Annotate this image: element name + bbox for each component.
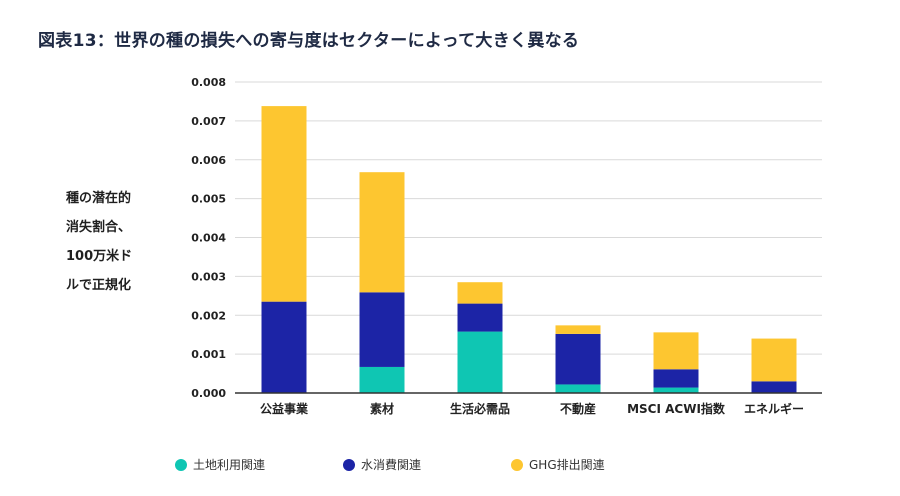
x-tick-label: 素材 [370, 401, 394, 416]
y-tick-label: 0.002 [191, 309, 226, 322]
bar-segment-ghg [555, 325, 601, 334]
bar-segment-water [653, 369, 699, 388]
bar-segment-ghg [457, 282, 503, 304]
bar-segment-water [359, 292, 405, 367]
legend-label-water: 水消費関連 [361, 458, 422, 472]
legend-label-ghg: GHG排出関連 [529, 458, 605, 472]
y-tick-label: 0.000 [191, 387, 226, 400]
bar-segment-land [457, 331, 503, 393]
bar-segment-ghg [359, 172, 405, 293]
legend-swatch-water [343, 458, 355, 471]
legend: 土地利用関連 水消費関連 GHG排出関連 [175, 456, 679, 473]
y-tick-label: 0.003 [191, 270, 226, 283]
x-tick-label: 生活必需品 [450, 401, 510, 416]
legend-swatch-land [175, 458, 187, 471]
y-tick-label: 0.005 [191, 193, 226, 206]
x-tick-label: 不動産 [560, 401, 596, 416]
y-tick-label: 0.007 [191, 115, 226, 128]
bar-segment-land [653, 387, 699, 393]
y-tick-label: 0.004 [191, 232, 226, 245]
bar-segment-water [261, 301, 307, 393]
y-tick-label: 0.001 [191, 348, 226, 361]
legend-item-land: 土地利用関連 [175, 456, 343, 473]
y-axis-label-line: 100万米ド [66, 249, 133, 264]
bar-segment-land [359, 366, 405, 393]
x-tick-label: エネルギー [744, 401, 804, 416]
y-axis-label-line: ルで正規化 [66, 278, 132, 293]
stacked-bar-chart: 0.000 0.001 0.002 0.003 0.004 0.005 0.006 0.007… [191, 76, 822, 416]
bar-segment-ghg [261, 106, 307, 302]
x-tick-label: MSCI ACWI指数 [627, 401, 726, 416]
bar-segment-land [555, 384, 601, 393]
y-tick-label: 0.008 [191, 76, 226, 89]
bar-segment-water [457, 303, 503, 332]
y-axis-label-line: 消失割合、 [66, 220, 132, 235]
chart-title: 図表13：世界の種の損失への寄与度はセクターによって大きく異なる [38, 31, 580, 51]
legend-item-ghg: GHG排出関連 [511, 456, 679, 473]
y-axis-label-line: 種の潜在的 [66, 191, 132, 206]
bar-segment-water [751, 381, 797, 393]
bar-segment-ghg [751, 338, 797, 382]
x-tick-label: 公益事業 [260, 401, 309, 416]
legend-label-land: 土地利用関連 [193, 458, 266, 472]
bar-segment-water [555, 333, 601, 385]
bar-segment-ghg [653, 332, 699, 370]
y-axis-label: 種の潜在的 消失割合、 100万米ド ルで正規化 [66, 184, 132, 300]
legend-item-water: 水消費関連 [343, 456, 511, 473]
legend-swatch-ghg [511, 458, 523, 471]
y-tick-label: 0.006 [191, 154, 226, 167]
